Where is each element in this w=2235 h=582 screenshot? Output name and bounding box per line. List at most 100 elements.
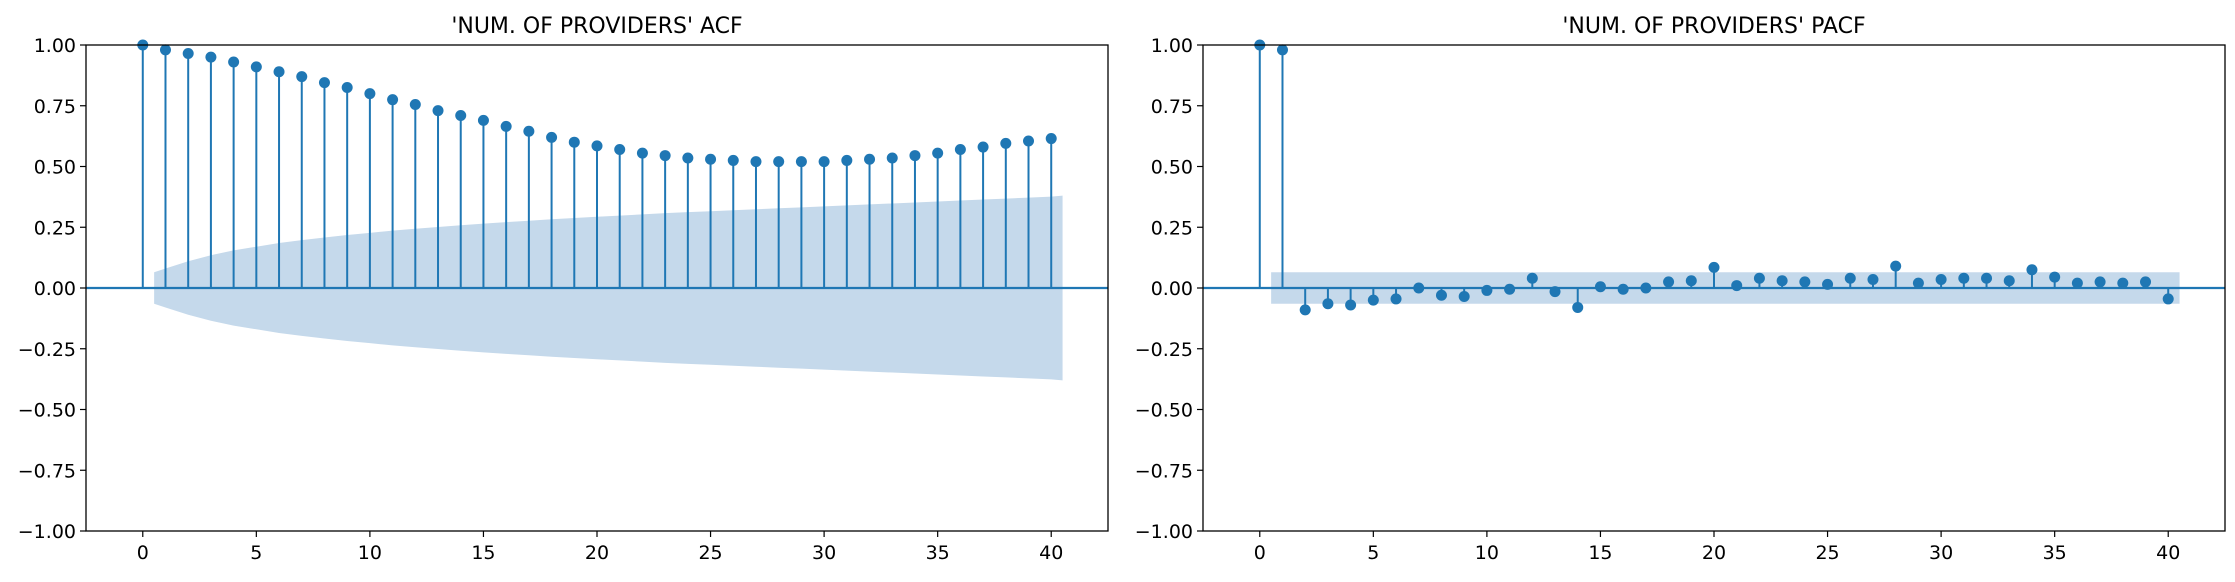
acf-point-lag-10 [364,88,376,100]
pacf-point-lag-15 [1594,281,1606,293]
pacf-point-lag-31 [1958,272,1970,284]
pacf-xtick-label: 40 [2156,542,2180,564]
pacf-point-lag-2 [1299,304,1311,316]
acf-ytick-label: −0.75 [18,460,76,482]
pacf-ytick-label: −0.50 [1135,400,1193,422]
acf-point-lag-38 [1000,137,1012,149]
pacf-point-lag-29 [1912,277,1924,289]
pacf-point-lag-22 [1753,272,1765,284]
pacf-point-lag-38 [2117,277,2129,289]
pacf-xtick-label: 5 [1367,542,1379,564]
pacf-xtick-label: 0 [1254,542,1266,564]
acf-ytick-label: −0.50 [18,400,76,422]
acf-point-lag-37 [977,141,989,153]
pacf-point-lag-32 [1981,272,1993,284]
acf-point-lag-3 [205,51,217,63]
pacf-point-lag-30 [1935,273,1947,285]
pacf-point-lag-39 [2140,276,2152,288]
pacf-point-lag-13 [1549,286,1561,298]
acf-point-lag-27 [750,156,762,168]
acf-point-lag-26 [727,154,739,166]
acf-xtick-label: 25 [698,542,722,564]
pacf-point-lag-4 [1345,299,1357,311]
pacf-point-lag-27 [1867,273,1879,285]
acf-point-lag-17 [523,125,535,137]
pacf-point-lag-11 [1504,283,1516,295]
pacf-point-lag-26 [1844,272,1856,284]
pacf-xtick-label: 15 [1588,542,1612,564]
pacf-point-lag-1 [1276,44,1288,56]
pacf-ytick-label: −0.75 [1135,460,1193,482]
acf-ytick-label: 0.00 [34,278,76,300]
pacf-ytick-label: 0.00 [1151,278,1193,300]
acf-point-lag-14 [455,109,467,121]
pacf-point-lag-21 [1731,280,1743,292]
acf-ytick-label: 0.75 [34,96,76,118]
acf-point-lag-2 [182,48,194,60]
acf-point-lag-12 [409,99,421,111]
acf-point-lag-33 [886,152,898,164]
acf-point-lag-18 [546,131,558,143]
acf-point-lag-34 [909,150,921,162]
acf-point-lag-30 [818,156,830,168]
pacf-point-lag-10 [1481,284,1493,296]
pacf-point-lag-35 [2049,271,2061,283]
pacf-point-lag-18 [1663,276,1675,288]
acf-point-lag-7 [296,71,308,83]
acf-plot-svg: 'NUM. OF PROVIDERS' ACF 0 5 10 15 20 25 30 35 40 1… [18,14,1109,564]
acf-xtick-label: 20 [585,542,609,564]
pacf-point-lag-34 [2026,264,2038,276]
pacf-point-lag-20 [1708,261,1720,273]
acf-point-lag-31 [841,154,853,166]
pacf-point-lag-36 [2071,277,2083,289]
pacf-point-lag-28 [1890,260,1902,272]
acf-point-lag-6 [273,66,285,78]
pacf-xtick-label: 30 [1929,542,1953,564]
pacf-xtick-label: 35 [2043,542,2067,564]
pacf-point-lag-23 [1776,275,1788,287]
acf-ytick-label: −0.25 [18,339,76,361]
acf-xtick-label: 5 [250,542,262,564]
pacf-ytick-label: 0.50 [1151,157,1193,179]
acf-point-lag-29 [795,156,807,168]
pacf-ytick-label: 0.25 [1151,217,1193,239]
pacf-chart: 'NUM. OF PROVIDERS' PACF 0 5 10 15 20 25 30 35 40… [1117,0,2234,582]
acf-point-lag-39 [1023,135,1035,147]
pacf-point-lag-33 [2003,275,2015,287]
acf-point-lag-8 [318,77,330,89]
pacf-ytick-label: −1.00 [1135,521,1193,543]
acf-point-lag-22 [636,147,648,159]
acf-xtick-label: 15 [471,542,495,564]
pacf-point-lag-37 [2094,276,2106,288]
pacf-point-lag-25 [1822,278,1834,290]
acf-chart: 'NUM. OF PROVIDERS' ACF 0 5 10 15 20 25 30 35 40 1… [0,0,1117,582]
pacf-point-lag-17 [1640,282,1652,294]
acf-xtick-label: 10 [358,542,382,564]
pacf-point-lag-14 [1572,301,1584,313]
pacf-ytick-label: 0.75 [1151,96,1193,118]
pacf-plot-svg: 'NUM. OF PROVIDERS' PACF 0 5 10 15 20 25 30 35 40… [1135,14,2226,564]
acf-point-lag-15 [477,114,489,126]
acf-point-lag-19 [568,136,580,148]
acf-xtick-label: 40 [1039,542,1063,564]
acf-point-lag-40 [1045,133,1057,145]
pacf-point-lag-19 [1685,275,1697,287]
acf-point-lag-25 [705,153,717,165]
pacf-point-lag-16 [1617,283,1629,295]
acf-ytick-label: 0.25 [34,217,76,239]
acf-xtick-label: 30 [812,542,836,564]
acf-title: 'NUM. OF PROVIDERS' ACF [451,14,742,39]
pacf-xtick-label: 25 [1815,542,1839,564]
acf-point-lag-11 [387,94,399,106]
pacf-point-lag-5 [1367,294,1379,306]
acf-point-lag-5 [250,61,262,73]
pacf-ytick-label: −0.25 [1135,339,1193,361]
pacf-point-lag-7 [1413,282,1425,294]
acf-point-lag-35 [932,147,944,159]
acf-point-lag-9 [341,82,353,94]
pacf-point-lag-40 [2162,293,2174,305]
acf-point-lag-32 [864,153,876,165]
acf-xtick-label: 35 [926,542,950,564]
pacf-point-lag-8 [1435,289,1447,301]
acf-ytick-label: 0.50 [34,157,76,179]
